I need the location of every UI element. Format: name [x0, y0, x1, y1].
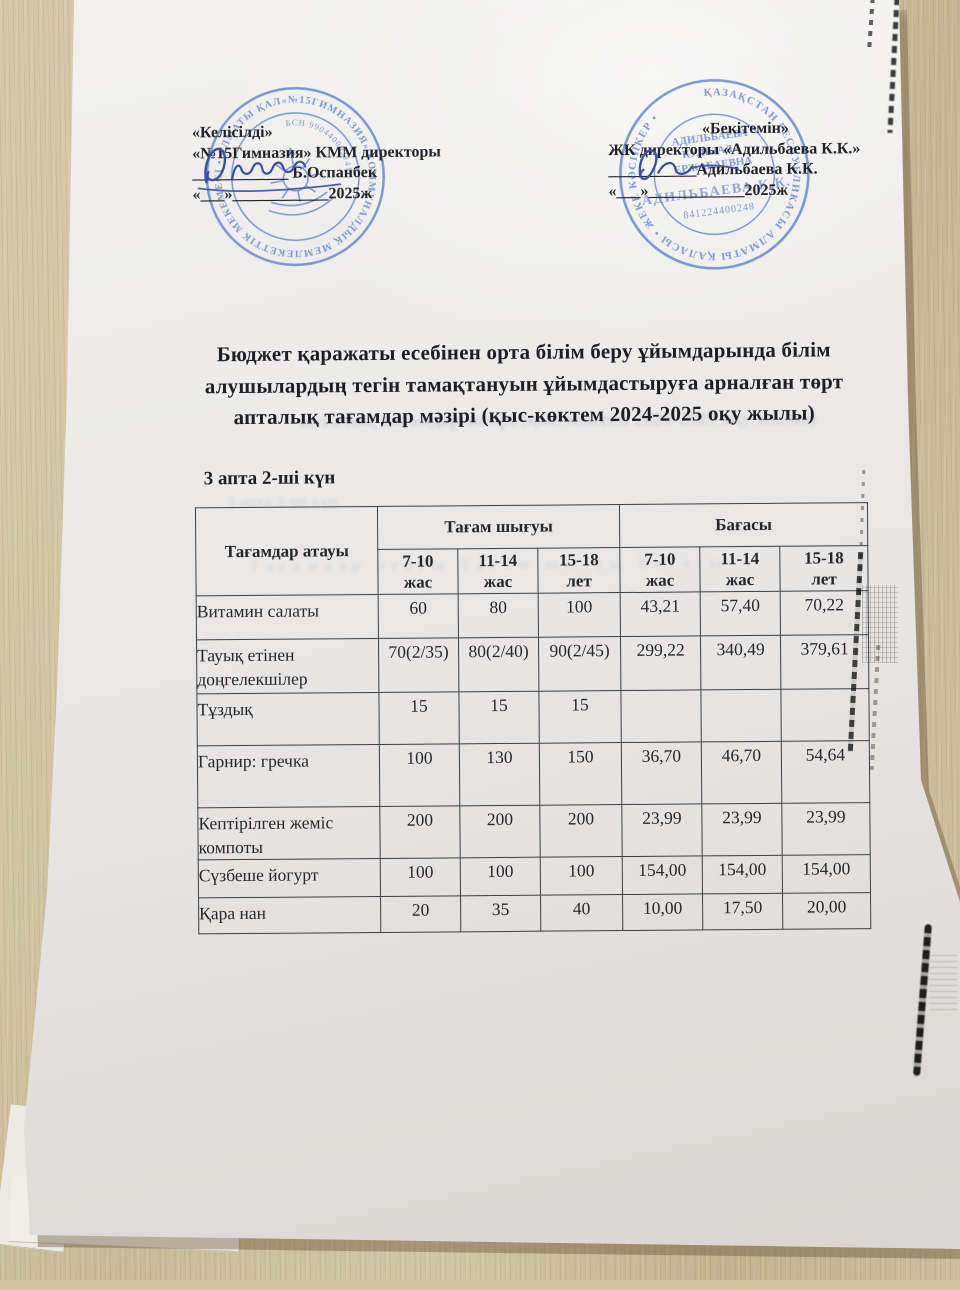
col-header-output: Тағам шығуы — [377, 504, 620, 550]
portion-cell: 200 — [459, 805, 541, 858]
col-header-age: 15-18 лет — [537, 547, 621, 594]
portion-cell: 100 — [540, 856, 623, 896]
col-header-dish-name: Тағамдар атауы — [195, 506, 379, 596]
dish-name-cell: Қара нан — [198, 896, 381, 934]
price-cell: 17,50 — [702, 893, 783, 930]
price-cell: 57,40 — [700, 591, 781, 636]
col-header-age: 7-10 жас — [377, 548, 459, 595]
document-title: Бюджет қаражаты есебінен орта білім беру… — [204, 337, 844, 430]
price-cell: 23,99 — [701, 803, 783, 856]
price-cell — [780, 688, 870, 742]
portion-cell: 80(2/40) — [458, 637, 539, 692]
dish-name-cell: Сүзбеше йогурт — [198, 858, 381, 898]
portion-cell: 80 — [458, 593, 539, 638]
price-cell: 23,99 — [781, 802, 871, 856]
signature-right-ink — [638, 149, 740, 181]
portion-cell: 100 — [538, 592, 621, 638]
price-cell: 340,49 — [700, 635, 781, 690]
portion-cell: 100 — [460, 857, 541, 896]
menu-table: Тағамдар атауы Тағам шығуы Бағасы 7-10 ж… — [195, 502, 871, 934]
price-cell: 10,00 — [622, 893, 703, 931]
stamp-number: 841224400248 — [683, 201, 756, 221]
price-cell: 46,70 — [701, 741, 782, 804]
portion-cell: 200 — [539, 804, 623, 858]
portion-cell: 15 — [538, 690, 622, 744]
toner-mark-crosshatch — [862, 585, 898, 663]
price-cell: 43,21 — [620, 591, 701, 637]
portion-cell: 15 — [458, 691, 540, 744]
portion-cell: 70(2/35) — [378, 637, 459, 693]
portion-cell: 60 — [378, 593, 459, 639]
signature-left-ink — [197, 147, 342, 192]
week-day-subtitle: 3 апта 2-ші күн — [203, 467, 336, 490]
table-row: Тұздық 15 15 15 — [196, 688, 870, 746]
portion-cell: 90(2/45) — [538, 636, 621, 692]
dish-name-cell: Кептірілген жеміс компоты — [197, 806, 381, 860]
portion-cell: 130 — [459, 743, 540, 806]
portion-cell: 40 — [540, 894, 623, 932]
entrepreneur-round-stamp: ҚАЗАҚСТАН РЕСПУБЛИКАСЫ АЛМАТЫ ҚАЛАСЫ • Ж… — [617, 77, 812, 272]
price-cell — [700, 689, 782, 742]
col-header-age: 11-14 жас — [457, 548, 539, 594]
portion-cell: 100 — [379, 743, 460, 807]
dish-name-cell: Тұздық — [196, 692, 380, 746]
portion-cell: 150 — [539, 742, 622, 806]
price-cell: 20,00 — [782, 892, 871, 930]
dish-name-cell: Гарнир: гречка — [197, 744, 380, 808]
approve-label: «Бекітемін» — [701, 119, 789, 138]
price-cell: 23,99 — [621, 803, 703, 857]
table-row: Қара нан 20 35 40 10,00 17,50 20,00 — [198, 892, 871, 934]
table-row: Витамин салаты 60 80 100 43,21 57,40 70,… — [196, 590, 869, 640]
price-cell: 154,00 — [782, 854, 871, 894]
portion-cell: 35 — [460, 895, 541, 932]
table-row: Гарнир: гречка 100 130 150 36,70 46,70 5… — [197, 740, 870, 808]
portion-cell: 100 — [380, 857, 461, 897]
price-cell: 154,00 — [622, 855, 703, 895]
col-header-price: Бағасы — [619, 502, 868, 548]
table-row: Сүзбеше йогурт 100 100 100 154,00 154,00… — [198, 854, 871, 898]
col-header-age: 15-18 лет — [779, 545, 869, 592]
dish-name-cell: Витамин салаты — [196, 594, 379, 640]
table-row: Кептірілген жеміс компоты 200 200 200 23… — [197, 802, 871, 860]
table-header-group-row: Тағамдар атауы Тағам шығуы Бағасы — [195, 502, 868, 596]
col-header-age: 11-14 жас — [699, 546, 781, 592]
price-cell: 54,64 — [781, 740, 870, 804]
price-cell: 299,22 — [620, 635, 701, 691]
portion-cell: 15 — [378, 691, 460, 745]
portion-cell: 20 — [380, 895, 461, 933]
dish-name-cell: Тауық етінен доңгелекшілер — [196, 638, 379, 694]
school-round-stamp: «№15ГИМНАЗИЯ» КОММУНАЛДЫҚ МЕМЛЕКЕТТІК МЕ… — [185, 66, 391, 276]
col-header-age: 7-10 жас — [619, 546, 701, 593]
toner-mark-hatch — [929, 952, 957, 1010]
table-row: Тауық етінен доңгелекшілер 70(2/35) 80(2… — [196, 634, 869, 694]
price-cell: 154,00 — [702, 855, 783, 894]
price-cell: 36,70 — [621, 741, 702, 805]
portion-cell: 200 — [379, 805, 461, 859]
price-cell — [620, 689, 702, 743]
